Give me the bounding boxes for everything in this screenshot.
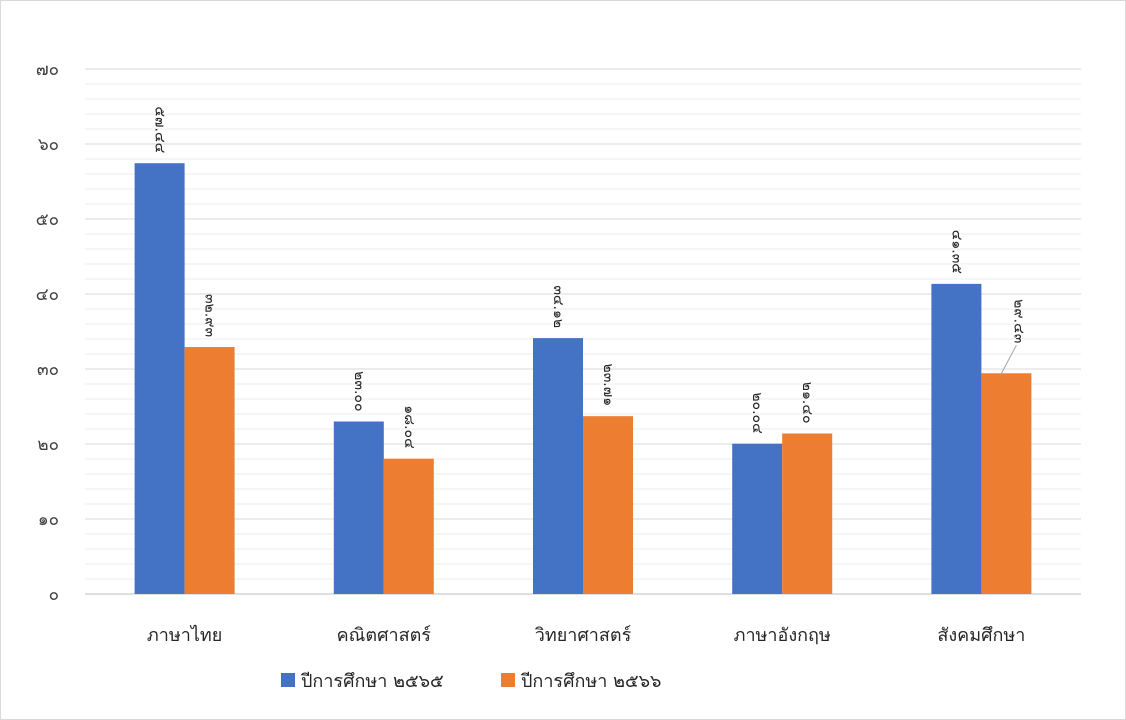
- category-label: คณิตศาสตร์: [337, 625, 432, 646]
- bar-2-2: [383, 458, 434, 594]
- bar-1-1: [134, 163, 185, 594]
- legend: ปีการศึกษา ๒๕๖๕ ปีการศึกษา ๒๕๖๖: [281, 671, 661, 692]
- data-label: ๓๒.๙๓: [202, 294, 218, 337]
- bar-1-2: [333, 421, 384, 594]
- data-label: ๔๑.๓๕: [948, 230, 964, 274]
- category-label: ภาษาไทย: [147, 624, 222, 646]
- bar-2-5: [981, 373, 1032, 594]
- legend-label: ปีการศึกษา ๒๕๖๕: [301, 671, 444, 692]
- category-label: วิทยาศาสตร์: [535, 625, 632, 646]
- leader-line: [999, 345, 1017, 376]
- data-label: ๒๑.๔๐: [799, 382, 815, 424]
- bar-1-4: [732, 443, 783, 594]
- y-tick-label: ๗๐: [36, 60, 59, 80]
- y-tick-label: ๓๐: [37, 360, 59, 380]
- y-axis: ๐ ๑๐ ๒๐ ๓๐ ๔๐ ๕๐ ๖๐ ๗๐: [36, 60, 59, 605]
- data-label: ๒๐.๐๔: [749, 392, 765, 433]
- bar-2-1: [184, 347, 235, 594]
- y-tick-label: ๐: [49, 585, 59, 605]
- category-label: ภาษาอังกฤษ: [734, 625, 831, 646]
- bar-1-3: [533, 338, 583, 594]
- x-axis: ภาษาไทย คณิตศาสตร์ วิทยาศาสตร์ ภาษาอังกฤษ สั…: [147, 624, 1026, 646]
- bars: [134, 163, 1032, 594]
- y-tick-label: ๕๐: [36, 210, 59, 230]
- data-label: ๕๗.๔๔: [152, 106, 168, 153]
- y-tick-label: ๒๐: [37, 435, 59, 455]
- category-label: สังคมศึกษา: [937, 625, 1025, 646]
- data-label: ๑๘.๐๔: [401, 405, 417, 448]
- bar-2-3: [583, 416, 633, 594]
- legend-label: ปีการศึกษา ๒๕๖๖: [521, 671, 662, 692]
- data-label: ๒๓.๐๐: [351, 371, 367, 411]
- data-label: ๒๓.๗๑: [600, 364, 616, 407]
- bar-2-4: [782, 433, 833, 594]
- y-tick-label: ๖๐: [38, 135, 59, 155]
- bar-1-5: [931, 283, 982, 594]
- legend-swatch: [501, 673, 515, 687]
- data-label: ๒๙.๔๓: [1010, 299, 1026, 343]
- y-tick-label: ๔๐: [36, 285, 59, 305]
- legend-swatch: [281, 673, 295, 687]
- y-tick-label: ๑๐: [38, 510, 59, 530]
- data-label: ๓๔.๑๒: [550, 285, 566, 328]
